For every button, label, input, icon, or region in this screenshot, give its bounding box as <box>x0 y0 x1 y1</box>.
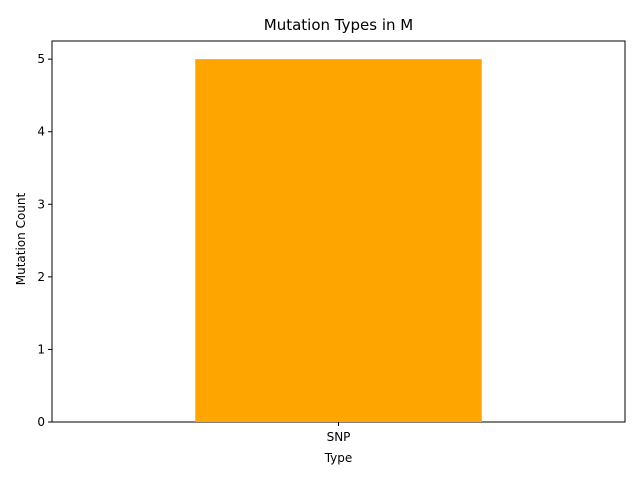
y-tick-label: 3 <box>37 197 45 211</box>
bar-snp <box>195 59 482 423</box>
y-axis: 0 1 2 3 4 5 <box>37 52 52 429</box>
y-tick-label: 1 <box>37 342 45 356</box>
y-tick-label: 2 <box>37 270 45 284</box>
y-tick-label: 5 <box>37 52 45 66</box>
x-axis-label: Type <box>324 451 353 465</box>
y-tick-label: 4 <box>37 125 45 139</box>
bars-group <box>195 59 482 423</box>
y-axis-label: Mutation Count <box>14 192 28 285</box>
chart-title: Mutation Types in M <box>264 16 413 34</box>
x-tick-label: SNP <box>327 430 351 444</box>
y-tick-label: 0 <box>37 415 45 429</box>
x-axis: SNP <box>327 422 351 444</box>
